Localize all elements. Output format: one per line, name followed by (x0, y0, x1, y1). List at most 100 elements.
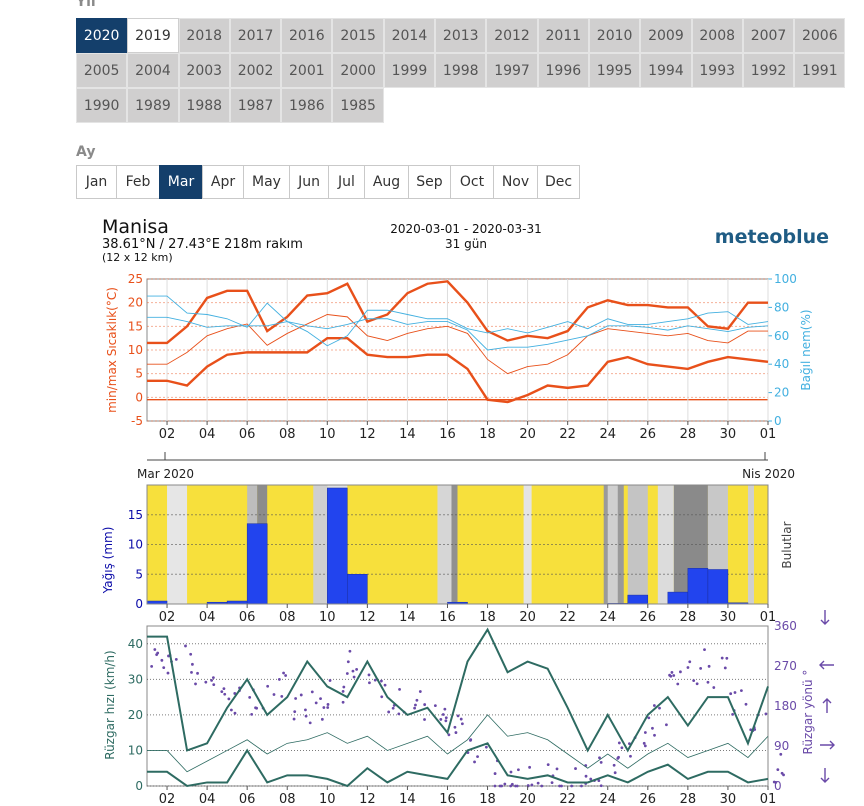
wind-direction-point (776, 768, 780, 772)
month-selector: Jan Feb Mar Apr May Jun Jul Aug Sep Oct Nov Dec (76, 165, 580, 199)
precip-bar (327, 487, 348, 605)
y-axis-label: min/max Sıcaklık(°C) (105, 287, 119, 413)
cloud-stripe (657, 485, 674, 604)
year-button-2001[interactable]: 2001 (281, 53, 333, 88)
year-button-1996[interactable]: 1996 (537, 53, 589, 88)
precip-bar (347, 574, 368, 605)
wind-direction-point (469, 738, 473, 742)
year-button-1987[interactable]: 1987 (229, 88, 282, 123)
year-button-1999[interactable]: 1999 (383, 53, 436, 88)
wind-direction-point (707, 664, 711, 668)
wind-direction-point (383, 683, 387, 687)
month-button-may[interactable]: May (243, 165, 290, 199)
month-button-sep[interactable]: Sep (408, 165, 451, 199)
series-min_rh (147, 316, 769, 351)
month-button-oct[interactable]: Oct (450, 165, 494, 199)
year-button-1998[interactable]: 1998 (435, 53, 487, 88)
year-button-1988[interactable]: 1988 (178, 88, 230, 123)
month-button-jan[interactable]: Jan (76, 165, 117, 199)
wind-direction-point (460, 722, 464, 726)
year-button-1997[interactable]: 1997 (486, 53, 538, 88)
year-button-2005[interactable]: 2005 (76, 53, 128, 88)
wind-direction-point (584, 774, 588, 778)
wind-direction-point (415, 698, 419, 702)
month-button-feb[interactable]: Feb (116, 165, 160, 199)
x-tick-label: 18 (479, 427, 496, 442)
year-button-2012[interactable]: 2012 (486, 18, 538, 53)
wind-direction-point (616, 756, 620, 760)
year-button-2010[interactable]: 2010 (588, 18, 641, 53)
wind-direction-point (688, 660, 692, 664)
precip-bar (707, 569, 729, 605)
wind-direction-point (720, 656, 724, 660)
year-button-2014[interactable]: 2014 (383, 18, 436, 53)
year-button-1994[interactable]: 1994 (640, 53, 692, 88)
wind-direction-point (320, 717, 324, 721)
wind-direction-point (155, 653, 159, 657)
year-button-2009[interactable]: 2009 (640, 18, 692, 53)
wind-direction-point (211, 676, 215, 680)
wind-direction-point (731, 713, 735, 716)
year-button-1985[interactable]: 1985 (332, 88, 384, 123)
y-tick-label: 40 (128, 637, 143, 651)
wind-direction-point (444, 719, 448, 723)
wind-direction-point (227, 697, 231, 701)
month-button-aug[interactable]: Aug (364, 165, 409, 199)
year-button-2017[interactable]: 2017 (229, 18, 282, 53)
year-button-2000[interactable]: 2000 (332, 53, 384, 88)
year-button-2015[interactable]: 2015 (332, 18, 384, 53)
x-tick-label: 12 (359, 610, 376, 625)
month-button-dec[interactable]: Dec (537, 165, 580, 199)
year-button-2016[interactable]: 2016 (281, 18, 333, 53)
wind-direction-point (643, 731, 647, 734)
y-tick-label: -5 (131, 414, 143, 428)
year-button-2002[interactable]: 2002 (229, 53, 282, 88)
year-button-2006[interactable]: 2006 (794, 18, 846, 53)
wind-direction-point (652, 704, 656, 707)
wind-direction-point (725, 656, 729, 660)
year-button-2013[interactable]: 2013 (435, 18, 487, 53)
y-tick-label: 20 (128, 296, 143, 310)
year-button-2003[interactable]: 2003 (178, 53, 230, 88)
year-button-1993[interactable]: 1993 (691, 53, 743, 88)
year-button-2011[interactable]: 2011 (537, 18, 589, 53)
x-tick-label: 30 (720, 792, 737, 806)
year-button-1989[interactable]: 1989 (127, 88, 179, 123)
year-button-2004[interactable]: 2004 (127, 53, 179, 88)
year-button-1986[interactable]: 1986 (281, 88, 333, 123)
wind-direction-point (341, 700, 345, 704)
year-button-2019[interactable]: 2019 (127, 18, 179, 53)
wind-direction-point (651, 726, 654, 730)
year-button-1995[interactable]: 1995 (588, 53, 641, 88)
x-tick-label: 06 (239, 610, 256, 625)
month-button-apr[interactable]: Apr (202, 165, 244, 199)
year-button-1991[interactable]: 1991 (794, 53, 846, 88)
x-tick-label: 18 (479, 792, 496, 806)
wind-direction-point (328, 679, 332, 682)
cloud-stripe (747, 485, 754, 604)
wind-direction-point (443, 707, 447, 711)
year-button-2008[interactable]: 2008 (691, 18, 743, 53)
wind-direction-point (459, 717, 463, 721)
wind-direction-point (210, 678, 213, 682)
x-tick-label: 08 (279, 792, 296, 806)
month-button-jul[interactable]: Jul (328, 165, 365, 199)
wind-direction-point (387, 710, 391, 714)
month-button-mar[interactable]: Mar (159, 165, 203, 199)
y-tick-label: 20 (128, 708, 143, 722)
month-button-jun[interactable]: Jun (289, 165, 329, 199)
year-button-2018[interactable]: 2018 (178, 18, 230, 53)
wind-direction-point (439, 718, 443, 721)
year-button-2020[interactable]: 2020 (76, 18, 128, 53)
year-button-1990[interactable]: 1990 (76, 88, 128, 123)
temperature-humidity-panel: -5 0 5 10 15 20 25 0 20 40 60 80 100 02 04 06 08 10 12 14 16… (105, 272, 813, 481)
wind-direction-point (162, 666, 166, 670)
wind-direction-point (733, 691, 737, 694)
wind-direction-point (380, 695, 384, 699)
year-button-1992[interactable]: 1992 (742, 53, 795, 88)
wind-direction-point (589, 777, 593, 781)
wind-direction-point (528, 765, 532, 769)
wind-direction-point (744, 702, 748, 706)
year-button-2007[interactable]: 2007 (742, 18, 795, 53)
